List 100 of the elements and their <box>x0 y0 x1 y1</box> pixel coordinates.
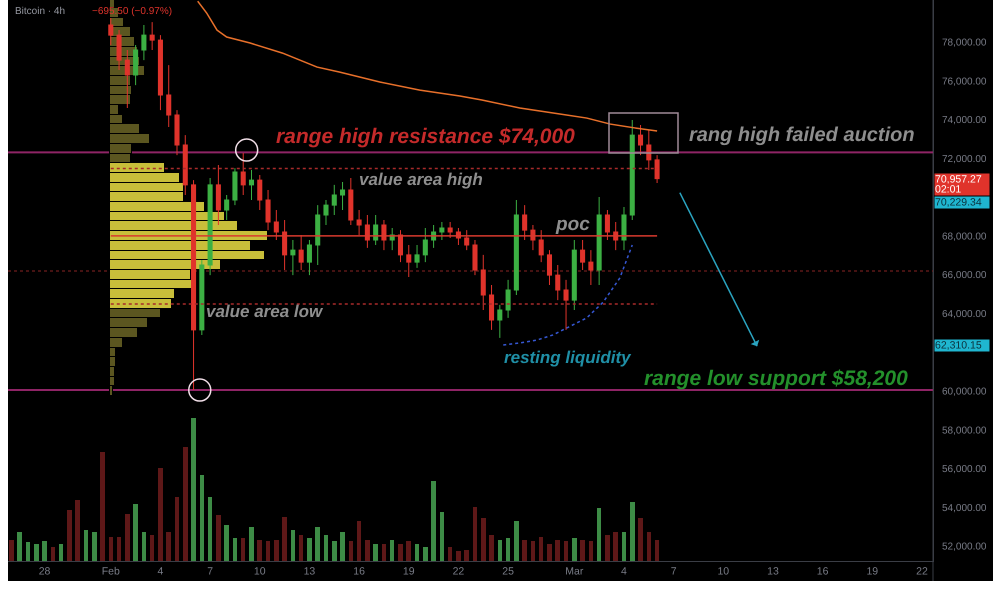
y-tick-label: 58,000.00 <box>942 425 987 436</box>
bar <box>117 536 121 561</box>
candlestick <box>638 124 644 156</box>
candlestick <box>166 64 172 128</box>
bar <box>92 532 97 561</box>
bar <box>406 540 411 561</box>
candlestick <box>248 170 254 201</box>
y-tick-label: 76,000.00 <box>942 76 987 88</box>
bar <box>498 540 502 561</box>
bar <box>398 544 403 561</box>
bar <box>241 538 245 561</box>
x-tick-label: 25 <box>502 566 514 578</box>
x-tick-label: 10 <box>254 566 266 578</box>
bar <box>200 474 204 561</box>
y-tick-label: 52,000.00 <box>942 542 987 553</box>
y-tick-label: 64,000.00 <box>942 308 987 320</box>
x-tick-label: 4 <box>621 566 628 578</box>
candlestick <box>150 22 155 51</box>
candlestick <box>630 119 635 221</box>
x-tick-label: Feb <box>102 566 120 578</box>
candlestick <box>257 174 262 210</box>
candlestick <box>141 24 146 61</box>
candlestick <box>654 154 660 184</box>
candlestick <box>580 239 586 271</box>
bar <box>67 510 72 561</box>
bar <box>373 544 378 561</box>
candlestick <box>323 200 329 226</box>
x-tick-label: 19 <box>866 566 878 578</box>
y-tick-label: 60,000.00 <box>942 386 987 398</box>
bar <box>233 538 237 561</box>
candlestick <box>199 259 204 336</box>
text: −695.50 (−0.97%) <box>92 6 172 17</box>
candlestick <box>116 30 122 70</box>
bar <box>257 540 262 561</box>
annotation: rang high failed auction <box>689 124 915 146</box>
bar <box>382 544 386 561</box>
candlestick <box>133 44 138 86</box>
ref-line-label: range high resistance $74,000 <box>276 125 576 148</box>
candlestick <box>315 204 320 266</box>
bar <box>249 526 254 561</box>
series-label: poc <box>555 214 590 235</box>
bar <box>191 418 196 561</box>
bar <box>17 532 22 561</box>
candlestick <box>290 239 296 276</box>
candlestick <box>348 177 354 226</box>
bar <box>415 544 419 561</box>
bar <box>315 526 320 561</box>
bar <box>282 516 287 561</box>
bar <box>166 532 171 561</box>
y-tick-label: 66,000.00 <box>942 270 987 282</box>
candlestick <box>174 110 180 156</box>
bar <box>655 540 659 561</box>
bar <box>589 540 593 561</box>
x-tick-label: 7 <box>670 566 677 578</box>
candlestick <box>489 284 494 330</box>
y-tick-label: 54,000.00 <box>942 502 987 514</box>
bar <box>59 544 63 561</box>
text: 70,957.27 <box>935 173 982 186</box>
x-tick-label: 13 <box>304 566 316 578</box>
bar <box>125 514 130 561</box>
x-tick-label: Mar <box>565 566 584 578</box>
candlestick <box>406 244 412 278</box>
candlestick <box>497 304 502 338</box>
bar <box>84 530 88 561</box>
candlestick <box>514 200 519 296</box>
candlestick <box>340 182 346 210</box>
candlestick <box>588 250 594 286</box>
ref-line-label: range low support $58,200 <box>644 367 908 390</box>
x-tick-label: 22 <box>452 566 464 578</box>
y-tick-label: 68,000.00 <box>942 231 987 242</box>
bar <box>481 518 486 561</box>
bar <box>613 532 618 561</box>
candlestick <box>596 196 602 286</box>
bar <box>175 496 179 561</box>
candlestick <box>224 194 230 221</box>
candlestick <box>208 177 213 276</box>
x-tick-label: 19 <box>402 566 415 578</box>
x-tick-label: 16 <box>353 566 366 578</box>
candlestick <box>480 254 486 310</box>
bar <box>597 508 601 561</box>
x-tick-label: 28 <box>38 566 51 578</box>
bar <box>299 534 303 561</box>
bar <box>564 540 568 561</box>
x-tick-label: 7 <box>207 566 214 578</box>
candlestick <box>373 214 378 246</box>
bar <box>365 540 370 561</box>
series-label: resting liquidity <box>504 348 632 367</box>
candlestick <box>240 152 246 196</box>
bar <box>100 452 105 561</box>
candlestick <box>158 34 163 111</box>
bar <box>448 546 452 561</box>
candlestick <box>564 279 569 330</box>
candlestick <box>182 134 188 196</box>
bar <box>638 518 643 561</box>
bar <box>605 534 610 561</box>
candlestick <box>306 239 312 276</box>
candlestick <box>546 250 552 286</box>
bar <box>622 532 626 561</box>
candlestick <box>572 239 577 310</box>
bar <box>42 540 47 561</box>
